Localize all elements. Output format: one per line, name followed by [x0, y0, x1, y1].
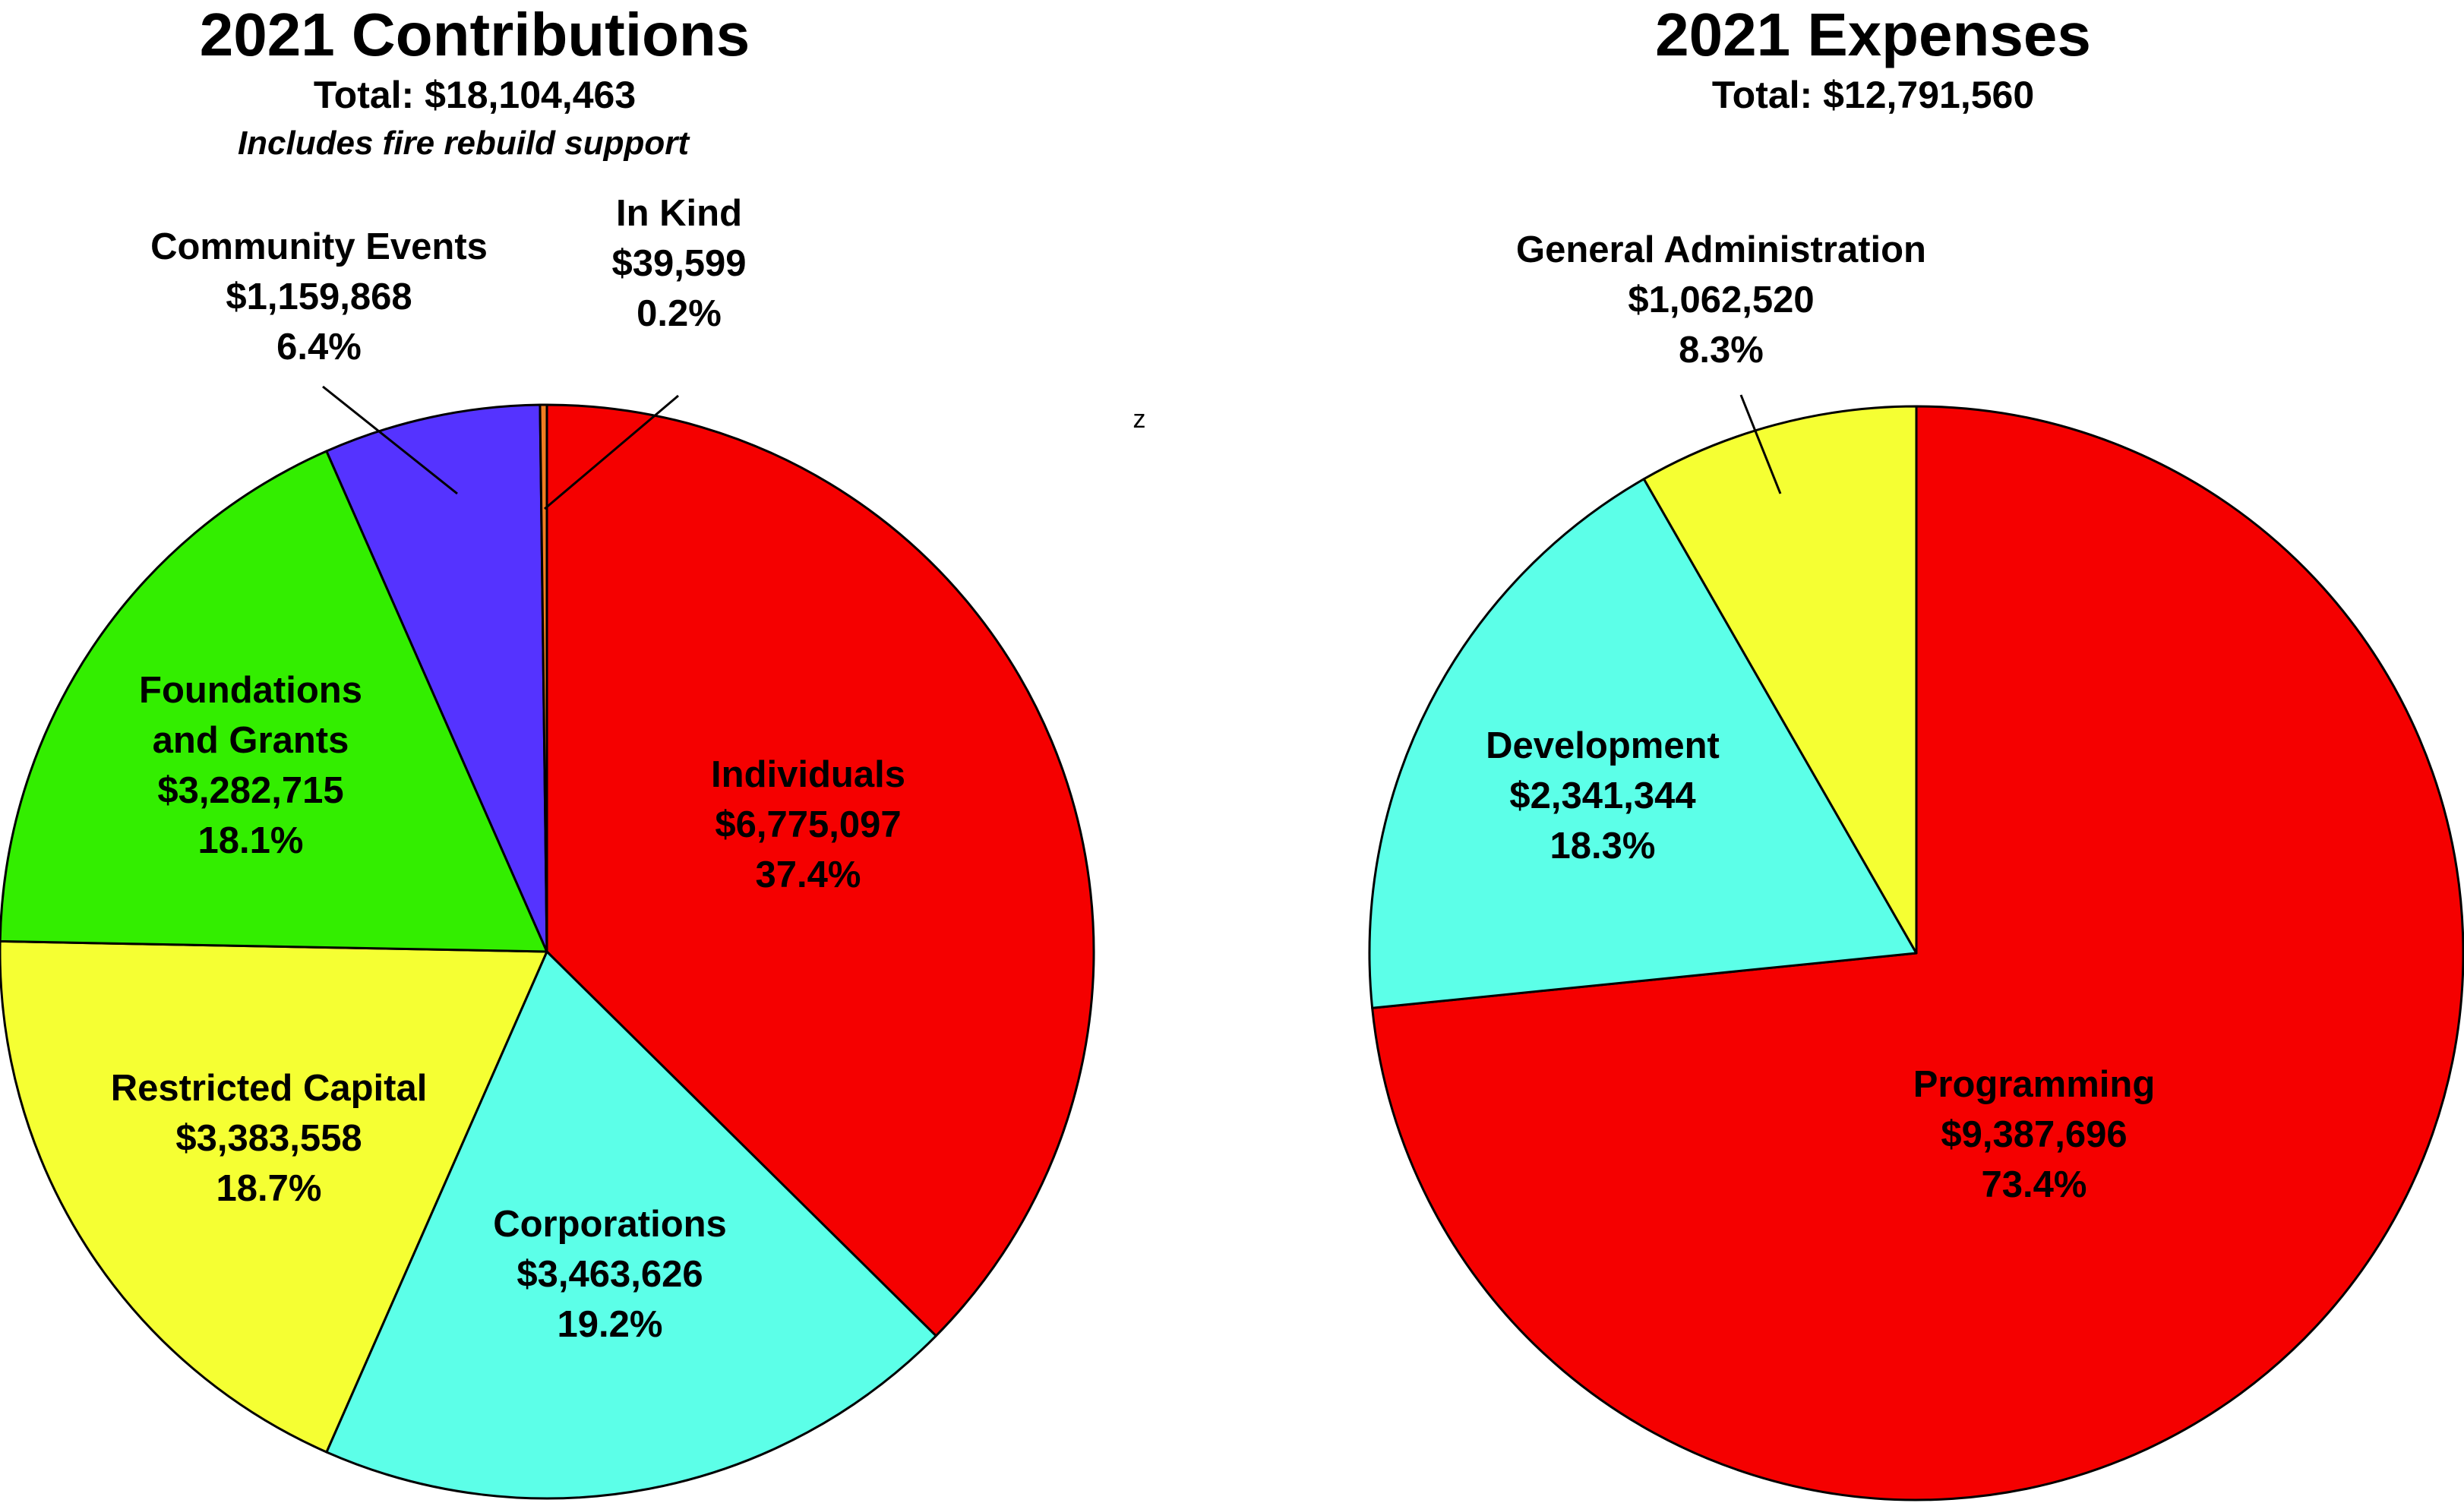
- chart-subtitle: Total: $18,104,463: [314, 74, 636, 116]
- slice-label-amount: $2,341,344: [1509, 775, 1695, 816]
- slice-label-name: and Grants: [153, 720, 349, 761]
- slice-label-programming: Programming $9,387,696 73.4%: [1913, 1064, 2156, 1205]
- leader-line-community-events: [322, 385, 458, 495]
- pie-slice-foundations-and-grants: [0, 450, 548, 953]
- pie-slice-programming: [1371, 405, 2464, 1501]
- slice-label-name: Restricted Capital: [111, 1068, 428, 1109]
- slice-label-percent: 37.4%: [756, 854, 861, 895]
- slice-label-name: Community Events: [150, 226, 488, 267]
- pie-slice-development: [1368, 478, 1918, 1009]
- pie-slice-general-administration: [1642, 405, 1918, 955]
- chart-note: Includes fire rebuild support: [238, 125, 690, 162]
- slice-label-amount: $9,387,696: [1941, 1114, 2127, 1155]
- pie-slice-restricted-capital: [0, 939, 548, 1454]
- slice-label-amount: $3,463,626: [516, 1254, 703, 1295]
- slice-label-restricted-capital: Restricted Capital $3,383,558 18.7%: [111, 1068, 428, 1209]
- slice-label-amount: $1,062,520: [1628, 279, 1814, 320]
- slice-labels: Individuals $6,775,097 37.4% Corporations $3…: [111, 193, 905, 1345]
- slice-labels: Programming $9,387,696 73.4% Development $2,…: [1486, 229, 2155, 1205]
- leader-lines: [322, 385, 679, 510]
- slice-label-name: Foundations: [139, 670, 362, 711]
- slice-label-foundations-and-grants: Foundations and Grants $3,282,715 18.1%: [139, 670, 362, 861]
- slice-label-name: Individuals: [711, 754, 905, 795]
- slice-label-percent: 0.2%: [637, 293, 722, 334]
- slice-label-name: In Kind: [616, 193, 742, 234]
- slice-label-percent: 18.7%: [216, 1168, 322, 1209]
- pie-slices: [0, 403, 1095, 1500]
- slice-label-development: Development $2,341,344 18.3%: [1486, 725, 1720, 867]
- slice-label-percent: 19.2%: [558, 1304, 663, 1345]
- expenses-chart: 2021 Expenses Total: $12,791,560 Program…: [1368, 1, 2464, 1501]
- slice-label-amount: $1,159,868: [226, 276, 412, 317]
- leader-line-general-administration: [1739, 394, 1782, 494]
- slice-label-in-kind: In Kind $39,599 0.2%: [611, 193, 746, 334]
- pie-slice-community-events: [325, 403, 548, 953]
- slice-label-percent: 18.3%: [1550, 826, 1656, 867]
- chart-subtitle: Total: $12,791,560: [1712, 74, 2034, 116]
- leader-lines: [1739, 394, 1782, 494]
- slice-label-name: Development: [1486, 725, 1720, 766]
- pie-slices: [1368, 405, 2464, 1501]
- slice-label-amount: $3,282,715: [157, 770, 343, 811]
- chart-title: 2021 Contributions: [200, 1, 750, 68]
- slice-label-amount: $6,775,097: [715, 804, 901, 845]
- leader-line-in-kind: [544, 394, 679, 510]
- slice-label-name: General Administration: [1516, 229, 1926, 270]
- slice-label-percent: 18.1%: [198, 820, 304, 861]
- chart-title: 2021 Expenses: [1655, 1, 2091, 68]
- stray-mark: z: [1133, 405, 1146, 434]
- slice-label-name: Corporations: [493, 1204, 727, 1245]
- slice-label-percent: 73.4%: [1982, 1164, 2087, 1205]
- slice-label-individuals: Individuals $6,775,097 37.4%: [711, 754, 905, 895]
- slice-label-amount: $3,383,558: [175, 1118, 362, 1159]
- slice-label-percent: 8.3%: [1679, 330, 1764, 371]
- pie-slice-in-kind: [539, 403, 548, 953]
- slice-label-general-administration: General Administration $1,062,520 8.3%: [1516, 229, 1926, 371]
- slice-label-name: Programming: [1913, 1064, 2156, 1105]
- slice-label-corporations: Corporations $3,463,626 19.2%: [493, 1204, 727, 1345]
- slice-label-percent: 6.4%: [276, 327, 362, 368]
- pie-slice-individuals: [545, 403, 1095, 1337]
- slice-label-amount: $39,599: [611, 243, 746, 284]
- slice-label-community-events: Community Events $1,159,868 6.4%: [150, 226, 488, 368]
- pie-slice-corporations: [325, 950, 937, 1500]
- contributions-chart: 2021 Contributions Total: $18,104,463 In…: [0, 1, 1095, 1500]
